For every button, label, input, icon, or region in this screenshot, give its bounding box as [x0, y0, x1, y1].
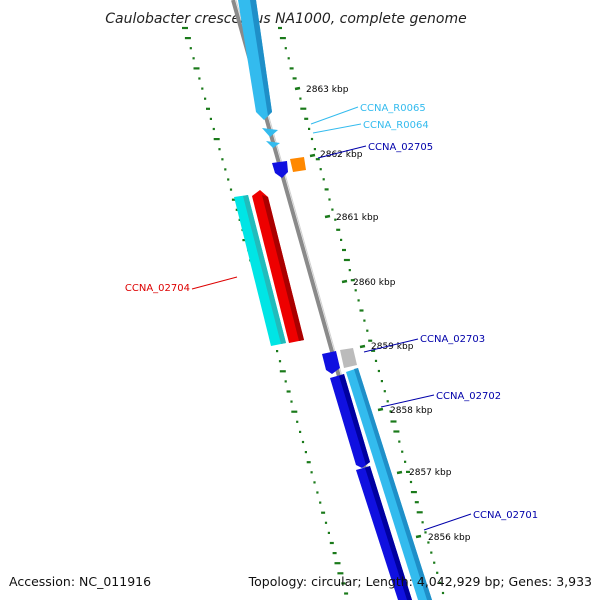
- accession-text: Accession: NC_011916: [9, 574, 151, 589]
- leader-line: [423, 513, 472, 531]
- tick-label: 2863 kbp: [306, 85, 349, 95]
- leader-line: [363, 338, 419, 353]
- gene-feature-rrna-top-shade: [250, 0, 272, 116]
- gene-feature-ccna-02704-cyan-shade: [243, 195, 286, 344]
- gene-label-ccna-r0065[interactable]: CCNA_R0065: [360, 103, 426, 114]
- gene-features: [234, 0, 432, 600]
- gene-feature-rrna-top[interactable]: [238, 0, 272, 120]
- tick-label: 2860 kbp: [353, 278, 396, 288]
- gene-feature-cyan-right-shade: [354, 368, 432, 600]
- tick-label: 2857 kbp: [409, 468, 452, 478]
- gene-feature-ccna-02702-shade: [339, 374, 370, 465]
- leader-line: [310, 106, 359, 125]
- gene-label-ccna-02702[interactable]: CCNA_02702: [436, 391, 501, 402]
- tick-label: 2859 kbp: [371, 342, 414, 352]
- tick-mark: [359, 344, 366, 349]
- tick-label: 2861 kbp: [336, 213, 379, 223]
- gene-label-ccna-02701[interactable]: CCNA_02701: [473, 510, 538, 521]
- kbp-scale: 2863 kbp 2862 kbp 2861 kbp 2860 kbp 2859…: [294, 85, 471, 543]
- gene-feature-ccna-02705[interactable]: [272, 161, 288, 178]
- leader-line: [312, 123, 362, 134]
- tick-mark: [294, 86, 301, 91]
- tick-label: 2862 kbp: [320, 150, 363, 160]
- gene-feature-ccna-r0064[interactable]: [266, 141, 280, 148]
- leader-line: [380, 394, 435, 408]
- genome-summary-text: Topology: circular; Length: 4,042,929 bp…: [248, 574, 592, 589]
- gene-feature-ccna-02701-blue-shade: [365, 466, 412, 600]
- tick-mark: [415, 534, 422, 539]
- gene-label-ccna-02704[interactable]: CCNA_02704: [125, 283, 190, 294]
- leader-line: [191, 276, 238, 290]
- gene-label-ccna-02703[interactable]: CCNA_02703: [420, 334, 485, 345]
- tick-label: 2858 kbp: [390, 406, 433, 416]
- gene-label-ccna-r0064[interactable]: CCNA_R0064: [363, 120, 429, 131]
- tick-mark: [341, 279, 348, 284]
- gc-track-right: [278, 26, 445, 595]
- gene-label-ccna-02705[interactable]: CCNA_02705: [368, 142, 433, 153]
- gene-feature-ccna-02704-red-shade: [262, 195, 304, 341]
- leader-line: [317, 145, 367, 159]
- gene-feature-ccna-r0065[interactable]: [262, 128, 278, 137]
- tick-mark: [324, 214, 331, 219]
- gene-feature-orange[interactable]: [290, 157, 306, 172]
- gene-labels: CCNA_R0065 CCNA_R0064 CCNA_02705 CCNA_02…: [125, 103, 538, 531]
- gene-feature-grey[interactable]: [340, 348, 357, 368]
- gene-feature-ccna-02703[interactable]: [322, 351, 340, 374]
- map-title: Caulobacter crescentus NA1000, complete …: [105, 11, 466, 27]
- tick-label: 2856 kbp: [428, 533, 471, 543]
- tick-mark: [396, 470, 403, 475]
- tick-mark: [309, 153, 316, 158]
- tick-mark: [377, 407, 384, 412]
